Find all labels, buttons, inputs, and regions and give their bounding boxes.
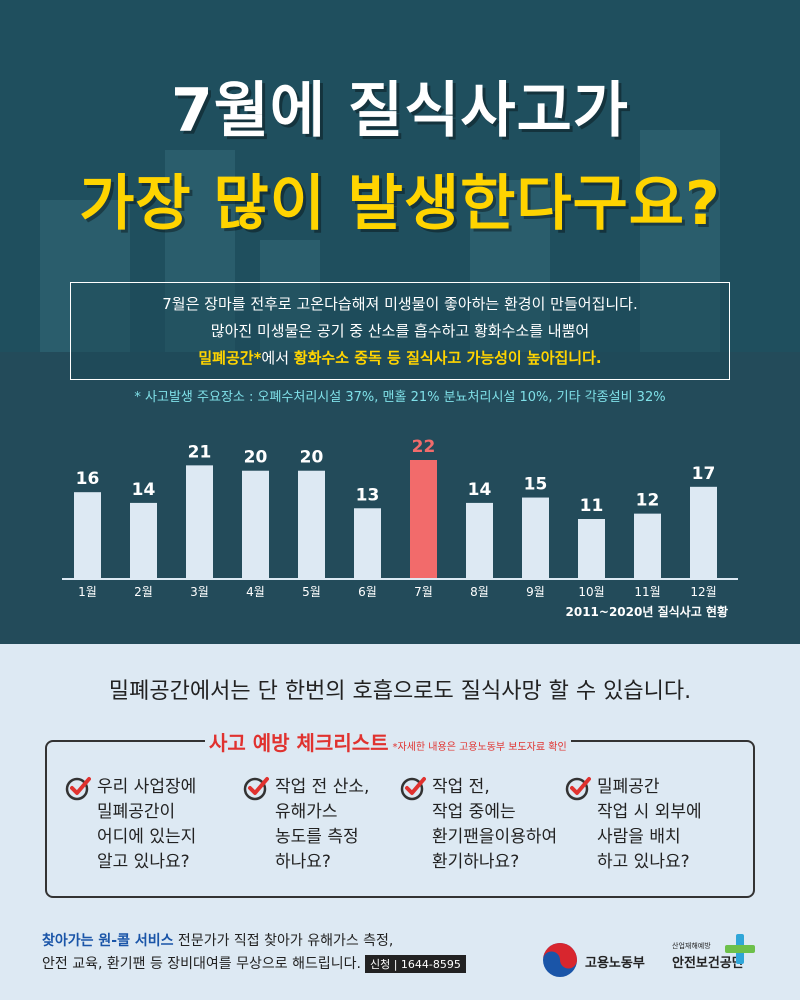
title-line-1: 7월에 질식사고가 — [170, 76, 630, 146]
checklist-line: 농도를 측정 — [275, 827, 359, 847]
description-highlight-1: 밀폐공간* — [198, 349, 262, 367]
checklist-line: 작업 중에는 — [432, 802, 516, 822]
value-label: 14 — [468, 480, 492, 500]
category-label: 6월 — [358, 585, 377, 599]
ministry-name: 고용노동부 — [585, 956, 645, 971]
checklist-line: 알고 있나요? — [97, 852, 190, 872]
value-label: 15 — [524, 475, 548, 495]
category-label: 11월 — [634, 585, 660, 599]
bar-5월 — [298, 470, 325, 578]
checklist-item-text: 우리 사업장에 밀폐공간이 어디에 있는지 알고 있나요? — [97, 775, 242, 875]
description-line-2: 많아진 미생물은 공기 중 산소를 흡수하고 황화수소를 내뿜어 — [210, 322, 590, 340]
category-label: 8월 — [470, 585, 489, 599]
checklist-line: 하고 있나요? — [597, 852, 690, 872]
bar-12월 — [690, 486, 717, 578]
bar-2월 — [130, 502, 157, 578]
title-line-2: 가장 많이 발생한다구요? — [79, 169, 721, 239]
value-label: 22 — [412, 437, 436, 457]
bar-4월 — [242, 470, 269, 578]
check-icon — [243, 777, 269, 801]
bar-chart: 16 1월 14 2월 21 3월 20 4월 20 5월 13 6월 22 7월 14 8월 15 9월 11 10… — [0, 430, 800, 640]
footer-line-1-rest: 전문가가 직접 찾아가 유해가스 측정, — [173, 933, 394, 949]
checklist-line: 환기하나요? — [432, 852, 520, 872]
value-label: 21 — [188, 442, 212, 462]
footer-line-1: 찾아가는 원-콜 서비스 전문가가 직접 찾아가 유해가스 측정, — [42, 930, 393, 950]
value-label: 11 — [580, 496, 604, 516]
checklist-line: 환기팬을이용하여 — [432, 827, 558, 847]
value-label: 13 — [356, 485, 380, 505]
value-label: 14 — [132, 480, 156, 500]
checklist-line: 밀폐공간 — [597, 777, 660, 797]
chart-source: 2011~2020년 질식사고 현황 — [565, 605, 729, 619]
category-label: 7월 — [414, 585, 433, 599]
bar-7월 — [410, 460, 437, 578]
category-label: 9월 — [526, 585, 545, 599]
bar-1월 — [74, 492, 101, 578]
checklist-item-text: 작업 전, 작업 중에는 환기팬을이용하여 환기하나요? — [432, 775, 577, 875]
bar-6월 — [354, 508, 381, 578]
description-highlight-2: 황화수소 중독 등 질식사고 가능성이 높아집니다. — [293, 349, 602, 367]
checklist-line: 하나요? — [275, 852, 331, 872]
footer-line-2-text: 안전 교육, 환기팬 등 장비대여를 무상으로 해드립니다. — [42, 956, 361, 972]
check-icon — [65, 777, 91, 801]
bar-10월 — [578, 519, 605, 578]
description-line-1: 7월은 장마를 전후로 고온다습해져 미생물이 좋아하는 환경이 만들어집니다. — [162, 295, 638, 313]
value-label: 17 — [692, 464, 716, 484]
checklist-item-text: 밀폐공간 작업 시 외부에 사람을 배치 하고 있나요? — [597, 775, 742, 875]
apply-phone-badge: 신청 | 1644-8595 — [364, 955, 466, 973]
bar-8월 — [466, 502, 493, 578]
category-label: 12월 — [690, 585, 716, 599]
bar-9월 — [522, 497, 549, 578]
checklist-title: 사고 예방 체크리스트 *자세한 내용은 고용노동부 보도자료 확인 — [205, 727, 571, 756]
category-label: 5월 — [302, 585, 321, 599]
category-label: 10월 — [578, 585, 604, 599]
service-name: 찾아가는 원-콜 서비스 — [42, 933, 174, 949]
checklist-item-text: 작업 전 산소, 유해가스 농도를 측정 하나요? — [275, 775, 420, 875]
checklist-line: 유해가스 — [275, 802, 338, 822]
category-label: 1월 — [78, 585, 97, 599]
bar-3월 — [186, 465, 213, 578]
bar-chart-svg: 16 1월 14 2월 21 3월 20 4월 20 5월 13 6월 22 7월 14 8월 15 9월 11 10… — [62, 437, 738, 599]
chart-background — [0, 352, 800, 644]
check-icon — [565, 777, 591, 801]
checklist-line: 밀폐공간이 — [97, 802, 176, 822]
value-label: 16 — [76, 469, 100, 489]
agency-small-label: 산업재해예방 — [672, 942, 711, 950]
checklist-line: 사람을 배치 — [597, 827, 681, 847]
description-box: 7월은 장마를 전후로 고온다습해져 미생물이 좋아하는 환경이 만들어집니다.… — [70, 282, 730, 380]
checklist-line: 어디에 있는지 — [97, 827, 197, 847]
category-label: 4월 — [246, 585, 265, 599]
top-panel: 7월에 질식사고가 가장 많이 발생한다구요? 7월은 장마를 전후로 고온다습… — [0, 0, 800, 644]
checklist-subtitle: *자세한 내용은 고용노동부 보도자료 확인 — [392, 742, 567, 753]
check-icon — [400, 777, 426, 801]
value-label: 20 — [300, 448, 324, 468]
category-label: 2월 — [134, 585, 153, 599]
agency-name: 안전보건공단 — [672, 956, 744, 971]
description-plain: 에서 — [261, 349, 294, 367]
description-line-3: 밀폐공간*에서 황화수소 중독 등 질식사고 가능성이 높아집니다. — [71, 345, 729, 372]
bar-11월 — [634, 513, 661, 578]
agency-cross-icon — [725, 934, 755, 964]
ministry-taegeuk-icon — [543, 943, 577, 977]
checklist-line: 작업 시 외부에 — [597, 802, 702, 822]
category-label: 3월 — [190, 585, 209, 599]
value-label: 20 — [244, 448, 268, 468]
checklist-title-text: 사고 예방 체크리스트 — [209, 731, 389, 755]
location-note: * 사고발생 주요장소 : 오폐수처리시설 37%, 맨홀 21% 분뇨처리시설… — [134, 390, 666, 405]
value-label: 12 — [636, 491, 660, 511]
headline: 밀폐공간에서는 단 한번의 호흡으로도 질식사망 할 수 있습니다. — [108, 679, 692, 704]
checklist-line: 우리 사업장에 — [97, 777, 197, 797]
checklist-line: 작업 전 산소, — [275, 777, 370, 797]
checklist-line: 작업 전, — [432, 777, 490, 797]
footer-line-2: 안전 교육, 환기팬 등 장비대여를 무상으로 해드립니다. 신청 | 1644-… — [42, 953, 466, 973]
